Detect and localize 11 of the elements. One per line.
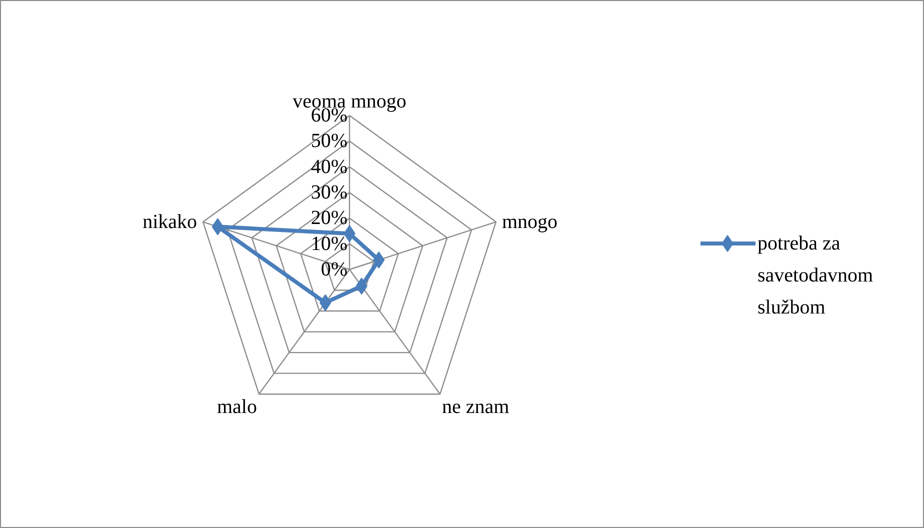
y-tick-label: 50% <box>310 130 348 152</box>
y-tick-label: 40% <box>310 156 348 178</box>
legend-label: potreba za savetodavnom službom <box>758 232 874 318</box>
y-tick-label: 20% <box>310 207 348 230</box>
y-tick-label: 30% <box>310 182 348 204</box>
spoke-label: mnogo <box>502 210 558 233</box>
spoke-label: nikako <box>142 210 198 233</box>
spoke-label: malo <box>216 396 257 418</box>
y-tick-label: 0% <box>320 258 348 280</box>
spoke-label: ne znam <box>442 396 510 418</box>
y-tick-label: 10% <box>310 232 348 255</box>
